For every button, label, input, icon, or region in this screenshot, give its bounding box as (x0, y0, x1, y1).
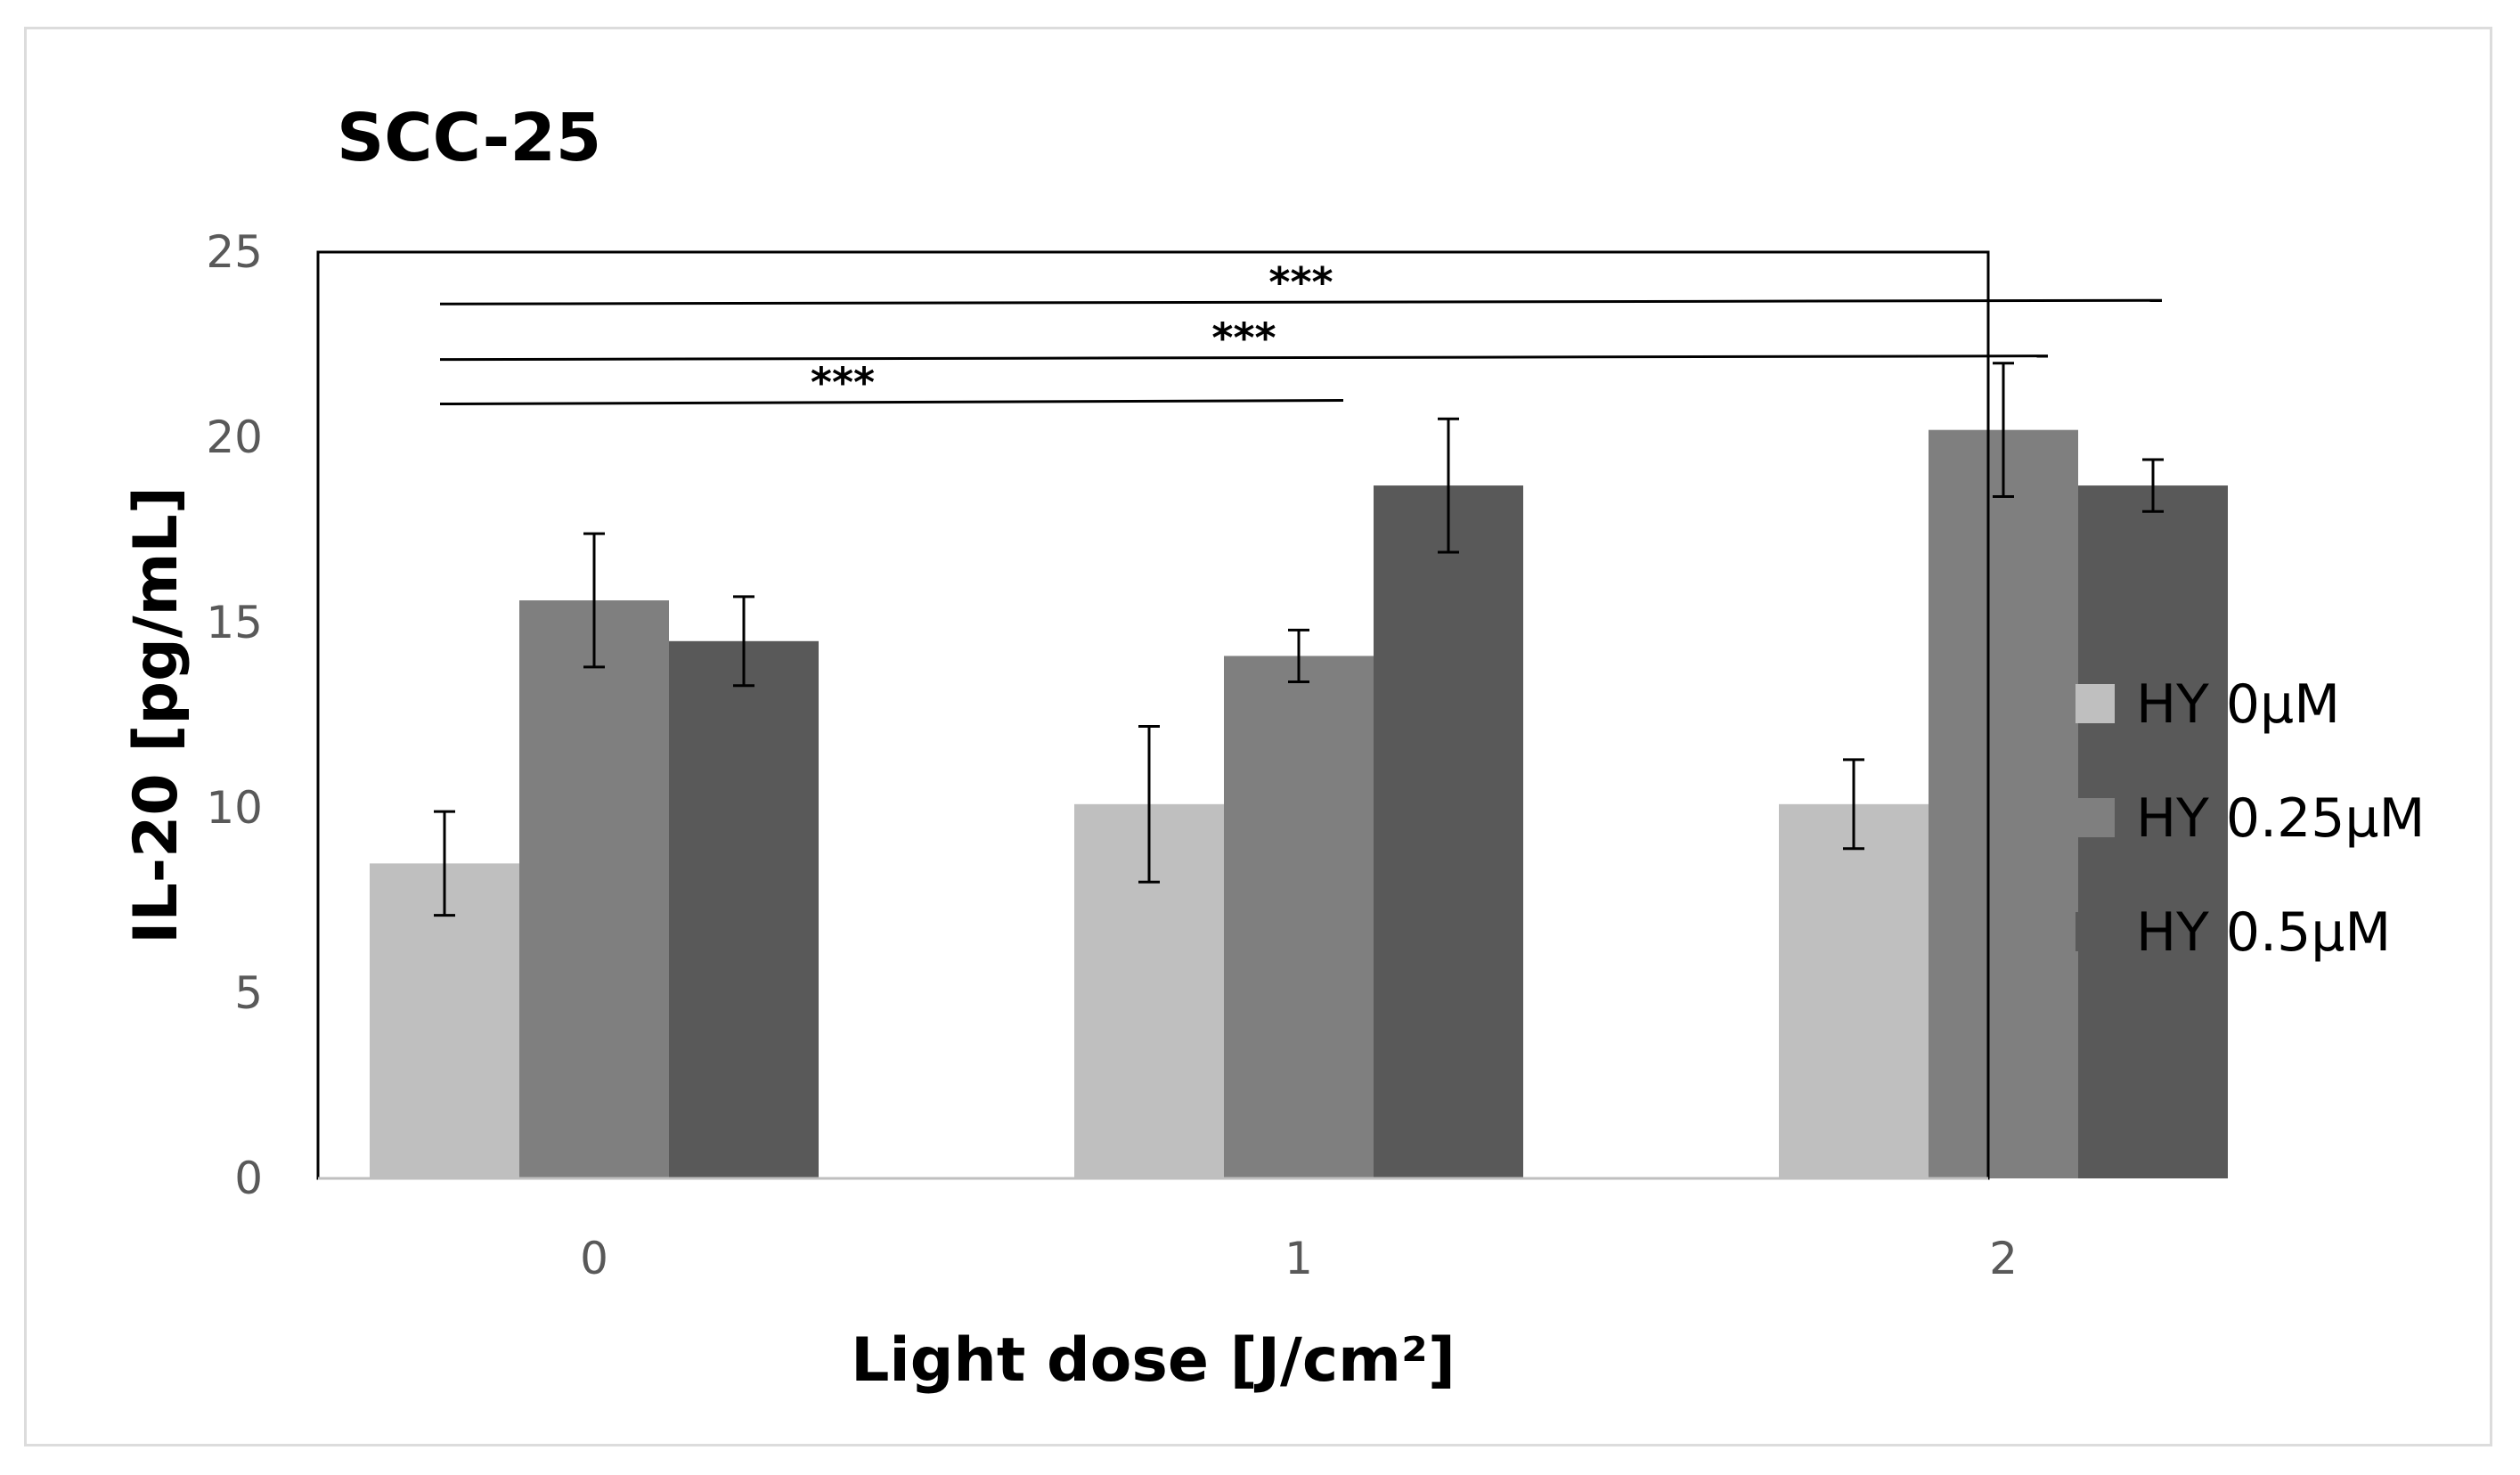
x-axis-title: Light dose [J/cm²] (851, 1325, 1456, 1396)
legend-label-0: HY 0µM (2136, 673, 2340, 736)
bar-0-series-2 (669, 640, 819, 1178)
bar-0-series-1 (519, 600, 669, 1178)
significance-line (439, 354, 2049, 362)
x-tick-label: 1 (1284, 1233, 1313, 1284)
significance-label: *** (811, 359, 875, 407)
legend-swatch-0 (2076, 684, 2115, 723)
significance-label: *** (1211, 314, 1276, 363)
bar-2-series-1 (1929, 429, 2078, 1178)
x-tick-label: 2 (1989, 1233, 2018, 1284)
bar-1-series-2 (1374, 485, 1523, 1178)
chart-title: SCC-25 (337, 100, 601, 176)
axes-layer (316, 250, 1990, 1180)
y-tick-label: 0 (234, 1153, 263, 1204)
bar-2-series-0 (1779, 803, 1929, 1178)
legend-swatch-1 (2076, 798, 2115, 837)
legend-label-2: HY 0.5µM (2136, 901, 2391, 964)
significance-line (439, 298, 2163, 306)
y-tick-label: 5 (234, 967, 263, 1019)
significance-label: *** (1268, 258, 1333, 306)
x-tick-label: 0 (580, 1233, 608, 1284)
significance-layer: *** *** *** (439, 258, 2163, 407)
y-tick-label: 25 (206, 226, 263, 278)
legend-label-1: HY 0.25µM (2136, 787, 2425, 850)
text-layer: 0 5 10 15 20 25 0 1 2 SCC-25 Light dose [J/cm²] IL-… (121, 100, 2018, 1396)
y-tick-label: 15 (206, 597, 263, 648)
bar-1-series-1 (1224, 656, 1374, 1178)
y-tick-label: 10 (206, 782, 263, 834)
legend-swatch-2 (2076, 912, 2115, 951)
y-axis-title: IL-20 [pg/mL] (121, 486, 192, 944)
significance-line (439, 399, 1344, 406)
bars-layer (370, 429, 2228, 1178)
y-tick-label: 20 (206, 412, 263, 463)
error-bars-layer (434, 362, 2164, 917)
legend: HY 0µM HY 0.25µM HY 0.5µM (2076, 673, 2425, 964)
figure-frame (24, 27, 2492, 1446)
